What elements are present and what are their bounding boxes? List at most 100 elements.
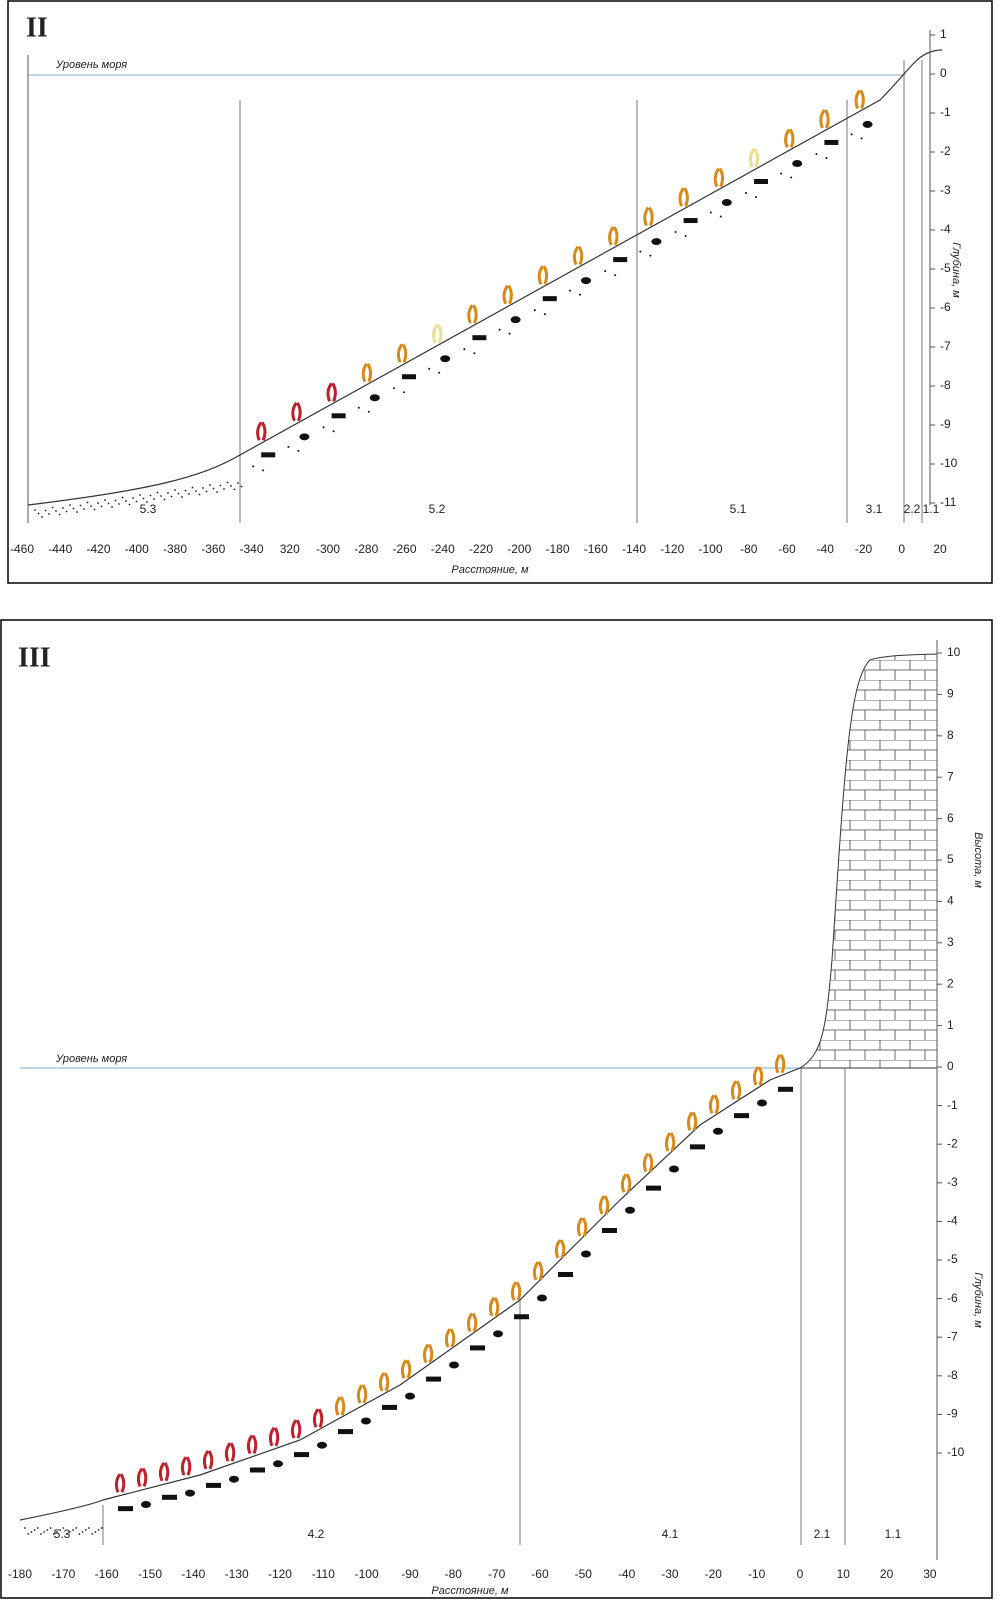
x-tick-label: -100 (698, 542, 722, 556)
sediment-dot (52, 507, 54, 509)
zone-label: 5.1 (730, 502, 747, 516)
sediment-dot (164, 499, 166, 501)
sediment-dot (174, 489, 176, 491)
y-tick-label: -7 (940, 339, 951, 353)
profile (28, 50, 942, 505)
zone-label: 4.2 (308, 1527, 325, 1541)
y-tick-label: -10 (947, 1445, 965, 1459)
y-tick-label: -2 (940, 144, 951, 158)
sediment-dot (76, 511, 78, 513)
y-tick-label: 8 (947, 728, 954, 742)
slab (646, 1186, 661, 1191)
plant (314, 1409, 321, 1427)
slab (543, 296, 557, 301)
plant (786, 129, 793, 147)
sediment-dot (206, 491, 208, 493)
panel-frame (8, 1, 992, 583)
slab (472, 335, 486, 340)
sediment-dot (157, 492, 159, 494)
y-tick-label: 0 (947, 1059, 954, 1073)
sediment-dot (87, 502, 89, 504)
sediment-dot (80, 505, 82, 507)
pebble (361, 1418, 371, 1425)
plant (750, 149, 757, 167)
plant (248, 1436, 255, 1454)
plant (398, 344, 405, 362)
sand-dot (825, 157, 827, 159)
sand-dot (685, 235, 687, 237)
y-tick-label: -9 (940, 417, 951, 431)
sediment-dot (132, 497, 134, 499)
sediment-dot (95, 1531, 97, 1533)
sediment-dot (91, 1533, 93, 1535)
pebble (370, 394, 380, 401)
slab (338, 1429, 353, 1434)
sand-dot (428, 368, 430, 370)
pebble (863, 121, 873, 128)
sediment-dot (53, 1533, 55, 1535)
plant (116, 1474, 123, 1492)
pebble (449, 1362, 459, 1369)
plant (402, 1360, 409, 1378)
sediment-dot (24, 1527, 26, 1529)
sediment-dot (73, 508, 75, 510)
plant (710, 1095, 717, 1113)
x-axis-label: Расстояние, м (431, 1585, 509, 1597)
zone-label: 5.3 (54, 1527, 71, 1541)
plant (270, 1428, 277, 1446)
zone-label: 1.1 (885, 1527, 902, 1541)
x-tick-label: -380 (163, 542, 187, 556)
x-tick-label: 0 (898, 542, 905, 556)
sand-dot (569, 290, 571, 292)
zone-label: 3.1 (866, 502, 883, 516)
sea-level-label: Уровень моря (55, 59, 127, 71)
sand-dot (333, 430, 335, 432)
y-tick-label: -3 (947, 1175, 958, 1189)
y-tick-label: 3 (947, 935, 954, 949)
sand-dot (710, 212, 712, 214)
x-tick-label: -40 (618, 1567, 636, 1581)
plant (469, 305, 476, 323)
plant (534, 1262, 541, 1280)
sediment-dot (34, 1529, 36, 1531)
zone-label: 4.1 (662, 1527, 679, 1541)
profile (20, 1068, 800, 1520)
x-tick-label: -70 (488, 1567, 506, 1581)
x-tick-label: -420 (86, 542, 110, 556)
x-tick-label: -160 (95, 1567, 119, 1581)
sediment-dot (178, 493, 180, 495)
pebble (141, 1501, 151, 1508)
x-tick-label: -50 (575, 1567, 593, 1581)
sediment-dot (143, 498, 145, 500)
slab (118, 1506, 133, 1511)
sand-dot (358, 407, 360, 409)
sediment-dot (150, 495, 152, 497)
x-tick-label: -40 (817, 542, 835, 556)
sediment-dot (31, 1531, 33, 1533)
pebble (229, 1476, 239, 1483)
x-tick-label: 0 (797, 1567, 804, 1581)
y-tick-label: 0 (940, 66, 947, 80)
pebble (581, 277, 591, 284)
sand-dot (579, 294, 581, 296)
x-tick-label: -90 (401, 1567, 419, 1581)
x-tick-label: -360 (201, 542, 225, 556)
y-tick-label: -5 (947, 1252, 958, 1266)
panel-title: II (26, 12, 48, 43)
sand-dot (861, 137, 863, 139)
x-tick-label: 20 (880, 1567, 894, 1581)
sediment-dot (69, 504, 71, 506)
y-tick-label: 1 (947, 1018, 954, 1032)
sand-dot (604, 270, 606, 272)
plant (680, 188, 687, 206)
y-tick-label: -3 (940, 183, 951, 197)
x-tick-label: -20 (705, 1567, 723, 1581)
y-tick-label: 1 (940, 27, 947, 41)
plant (336, 1397, 343, 1415)
sediment-dot (237, 482, 239, 484)
zone-label: 5.2 (429, 502, 446, 516)
plant (600, 1196, 607, 1214)
slab (294, 1452, 309, 1457)
sediment-dot (125, 500, 127, 502)
slab (684, 218, 698, 223)
